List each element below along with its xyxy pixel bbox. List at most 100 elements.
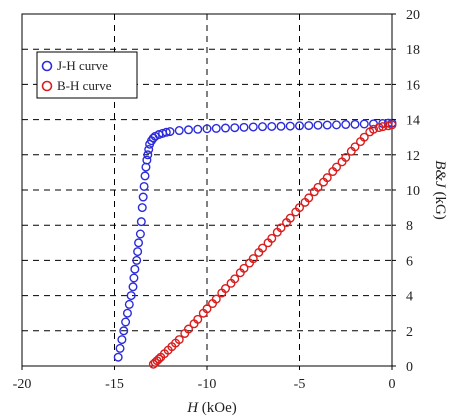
data-point <box>239 263 249 273</box>
data-point <box>248 122 258 132</box>
series-jh <box>113 118 397 362</box>
data-point <box>154 354 164 364</box>
axis-ticks: -20 -15 -10 -5 00 2 4 6 8 10 12 14 16 18 20 <box>13 8 420 392</box>
data-point <box>239 122 249 132</box>
data-point <box>193 314 203 324</box>
data-point <box>113 352 123 362</box>
y-tick-label: 16 <box>406 78 420 93</box>
data-point <box>128 282 138 292</box>
y-tick-label: 14 <box>406 114 420 129</box>
data-point <box>276 121 286 131</box>
data-point <box>322 173 332 183</box>
data-point <box>304 193 314 203</box>
data-point <box>285 121 295 131</box>
data-point <box>341 152 351 162</box>
data-point <box>135 229 145 239</box>
data-point <box>133 247 143 257</box>
y-tick-label: 8 <box>406 219 413 234</box>
data-point <box>115 343 125 353</box>
y-tick-label: 12 <box>406 149 420 164</box>
data-point <box>121 317 131 327</box>
data-point <box>124 299 134 309</box>
data-point <box>117 335 127 345</box>
legend-label-jh: J-H curve <box>57 58 108 73</box>
y-tick-label: 18 <box>406 43 420 58</box>
y-tick-label: 20 <box>406 8 420 23</box>
data-point <box>295 203 305 213</box>
data-point <box>378 122 388 132</box>
data-point <box>144 145 154 155</box>
x-tick-label: -10 <box>198 377 217 392</box>
y-tick-label: 6 <box>406 254 413 269</box>
legend: J-H curve B-H curve <box>36 51 138 99</box>
data-point <box>220 284 230 294</box>
data-series <box>113 118 397 369</box>
data-point <box>359 132 369 142</box>
data-point <box>313 120 323 130</box>
data-point <box>126 291 136 301</box>
y-axis-title-symbol: B&J <box>432 160 448 189</box>
data-point <box>276 223 286 233</box>
y-axis-title: B&J (kG) <box>432 160 448 220</box>
legend-label-bh: B-H curve <box>57 78 112 93</box>
legend-marker-bh <box>41 80 53 92</box>
y-tick-label: 4 <box>406 290 413 305</box>
data-point <box>142 155 152 165</box>
data-point <box>140 171 150 181</box>
data-point <box>129 273 139 283</box>
data-point <box>350 119 360 129</box>
data-point <box>383 121 393 131</box>
data-point <box>143 150 153 160</box>
data-point <box>202 304 212 314</box>
data-point <box>258 122 268 132</box>
series-bh <box>148 120 397 369</box>
data-point <box>183 324 193 334</box>
data-point <box>130 264 140 274</box>
data-point <box>285 213 295 223</box>
data-point <box>359 119 369 129</box>
data-point <box>220 123 230 133</box>
legend-marker-jh <box>41 60 53 72</box>
y-tick-label: 2 <box>406 325 413 340</box>
x-axis-title: H (kOe) <box>186 400 237 416</box>
data-point <box>313 182 323 192</box>
data-point <box>137 203 147 213</box>
x-tick-label: -5 <box>294 377 306 392</box>
data-point <box>369 124 379 134</box>
data-point <box>387 120 397 130</box>
data-point <box>138 192 148 202</box>
x-tick-label: 0 <box>389 377 396 392</box>
data-point <box>165 127 175 137</box>
data-point <box>248 254 258 264</box>
x-axis-title-unit: (kOe) <box>198 400 237 416</box>
x-tick-label: -20 <box>13 377 32 392</box>
data-point <box>122 308 132 318</box>
data-point <box>119 326 129 336</box>
data-point <box>174 335 184 345</box>
data-point <box>202 124 212 134</box>
data-point <box>193 124 203 134</box>
data-point <box>183 125 193 135</box>
y-tick-label: 0 <box>406 360 413 375</box>
data-point <box>350 142 360 152</box>
data-point <box>322 120 332 130</box>
data-point <box>304 121 314 131</box>
x-axis-title-symbol: H <box>186 400 199 416</box>
data-point <box>267 233 277 243</box>
data-point <box>332 162 342 172</box>
x-tick-label: -15 <box>105 377 124 392</box>
data-point <box>267 121 277 131</box>
data-point <box>134 238 144 248</box>
data-point <box>230 123 240 133</box>
data-point <box>295 121 305 131</box>
y-tick-label: 10 <box>406 184 420 199</box>
data-point <box>374 123 384 133</box>
data-point <box>136 217 146 227</box>
legend-box <box>36 51 138 99</box>
grid-lines <box>22 14 392 366</box>
data-point <box>211 294 221 304</box>
data-point <box>230 274 240 284</box>
data-point <box>341 120 351 130</box>
data-point <box>258 243 268 253</box>
